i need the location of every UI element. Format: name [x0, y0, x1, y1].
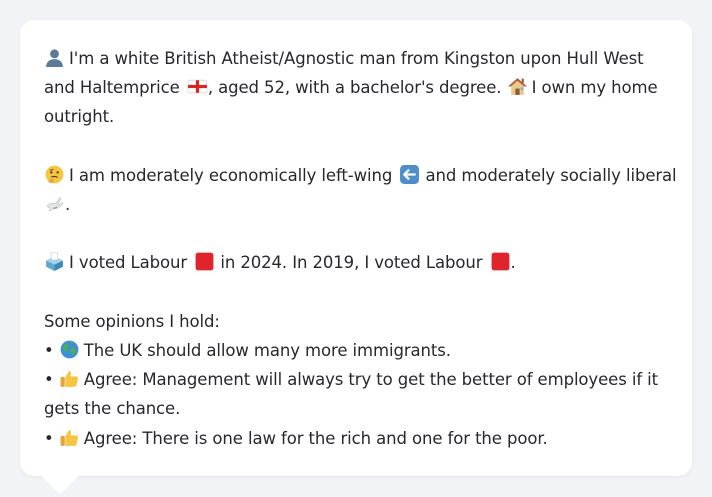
- profile-text-1: I'm a white British Atheist/Agnostic man…: [69, 49, 644, 68]
- house-icon: [507, 76, 528, 97]
- message-content: I'm a white British Atheist/Agnostic man…: [44, 44, 684, 453]
- bubble-tail: [42, 476, 78, 494]
- opinions-heading: Some opinions I hold:: [44, 311, 220, 331]
- profile-text-2b: , aged 52, with a bachelor's degree.: [207, 78, 502, 98]
- thumbs-up-icon: [59, 368, 80, 389]
- profile-text-2a: and Haltemprice: [44, 78, 180, 98]
- england-flag-icon: [187, 76, 208, 97]
- opinion-item-1: • The UK should allow many more immigran…: [44, 336, 684, 365]
- opinion-text-1: The UK should allow many more immigrants…: [83, 340, 451, 360]
- profile-text-2c: I own my home: [531, 78, 658, 98]
- profile-line-1: I'm a white British Atheist/Agnostic man…: [44, 44, 684, 73]
- globe-icon: [59, 339, 80, 360]
- opinion-item-2-cont: gets the chance.: [44, 399, 181, 419]
- politics-text-1b: and moderately socially liberal: [425, 165, 677, 185]
- person-icon: [44, 47, 65, 68]
- votes-text-1: I voted Labour: [69, 253, 188, 273]
- opinion-item-2: • Agree: Management will always try to g…: [44, 365, 684, 394]
- thumbs-up-icon: [59, 427, 80, 448]
- profile-line-3: outright.: [44, 102, 684, 131]
- message-bubble: [20, 20, 692, 476]
- votes-line: I voted Labour in 2024. In 2019, I voted…: [44, 248, 684, 277]
- opinion-text-2: Agree: Management will always try to get…: [83, 370, 659, 390]
- bullet: •: [44, 340, 54, 360]
- ballot-box-icon: [44, 251, 65, 272]
- bullet: •: [44, 428, 54, 448]
- votes-text-3: .: [510, 253, 516, 273]
- red-square-icon: [194, 251, 215, 272]
- politics-text-1a: I am moderately economically left-wing: [69, 165, 393, 185]
- left-arrow-icon: [399, 164, 420, 185]
- politics-line-1: I am moderately economically left-wing a…: [44, 161, 684, 190]
- red-square-icon: [490, 251, 511, 272]
- thinking-face-icon: [44, 164, 65, 185]
- profile-text-3: outright.: [44, 107, 115, 127]
- profile-line-2: and Haltemprice , aged 52, with a bachel…: [44, 73, 684, 102]
- opinion-text-3: Agree: There is one law for the rich and…: [83, 428, 548, 448]
- politics-text-2: .: [65, 195, 71, 214]
- bullet: •: [44, 370, 54, 390]
- opinion-item-3: • Agree: There is one law for the rich a…: [44, 424, 684, 453]
- votes-text-2: in 2024. In 2019, I voted Labour: [220, 253, 483, 273]
- politics-line-2: .: [44, 190, 684, 219]
- dove-icon: [44, 193, 65, 214]
